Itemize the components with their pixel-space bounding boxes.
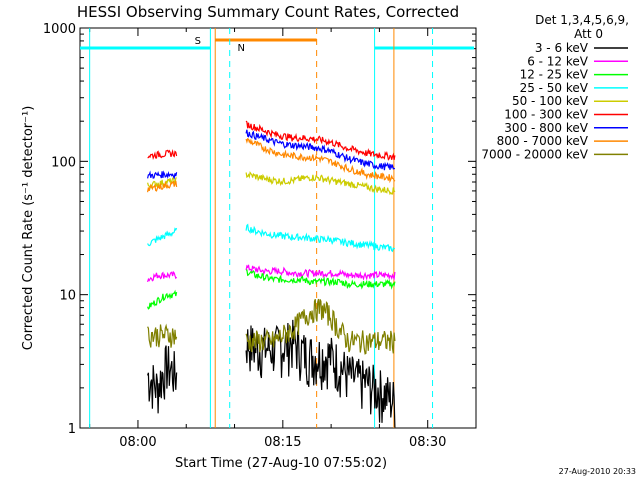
legend-label: 25 - 50 keV [520, 81, 589, 95]
series-line [147, 323, 178, 348]
y-axis-label: Corrected Count Rate (s⁻¹ detector⁻¹) [21, 106, 36, 351]
x-tick-label: 08:00 [119, 435, 156, 450]
legend-label: 7000 - 20000 keV [481, 147, 588, 161]
series-300-800-kev [147, 129, 396, 180]
series-line [245, 129, 396, 171]
y-tick-label: 1000 [43, 22, 76, 37]
legend-label: 300 - 800 keV [504, 121, 588, 135]
footer-timestamp: 27-Aug-2010 20:33 [559, 467, 636, 476]
series-line [245, 137, 396, 184]
series-25-50-kev [147, 223, 395, 253]
series-line [245, 171, 396, 196]
series-line [147, 170, 178, 180]
series-line [147, 176, 177, 190]
legend-label: 50 - 100 keV [512, 94, 589, 108]
chart-title: HESSI Observing Summary Count Rates, Cor… [77, 3, 459, 21]
series-12-25-kev [147, 269, 396, 310]
series-line [147, 345, 178, 414]
y-tick-label: 10 [59, 289, 76, 304]
series-line [147, 270, 178, 283]
series-line [245, 298, 396, 355]
series-line [147, 289, 178, 310]
series-100-300-kev [147, 120, 396, 161]
series-line [245, 319, 396, 428]
night-flag-label: N [238, 43, 245, 54]
series-line [245, 120, 396, 161]
series-line [147, 180, 178, 193]
legend-label: 800 - 7000 keV [497, 134, 589, 148]
series-6-12-kev [147, 264, 396, 283]
legend-title-detectors: Det 1,3,4,5,6,9, [535, 13, 629, 27]
series-50-100-kev [147, 171, 396, 196]
saa-flag-label: S [195, 36, 201, 47]
series-line [147, 148, 178, 160]
series-line [245, 223, 395, 253]
legend-label: 12 - 25 keV [520, 68, 589, 82]
series-800-7000-kev [147, 137, 396, 193]
legend-title-attenuator: Att 0 [574, 27, 603, 41]
plot-area: 1 10 100 1000 08:00 08:15 08:30 S N [43, 22, 477, 450]
legend-label: 100 - 300 keV [504, 108, 588, 122]
series-3-6-kev [147, 319, 396, 428]
x-tick-label: 08:15 [264, 435, 301, 450]
plot-frame [79, 27, 477, 429]
y-tick-label: 100 [51, 155, 76, 170]
series-7000-20000-kev [147, 298, 396, 355]
x-axis-label: Start Time (27-Aug-10 07:55:02) [175, 456, 387, 471]
series-line [246, 269, 396, 290]
legend-label: 3 - 6 keV [535, 41, 589, 55]
series-line [245, 264, 396, 281]
series-line [147, 227, 178, 247]
x-tick-label: 08:30 [409, 435, 446, 450]
legend-label: 6 - 12 keV [527, 54, 589, 68]
y-tick-label: 1 [68, 422, 76, 437]
